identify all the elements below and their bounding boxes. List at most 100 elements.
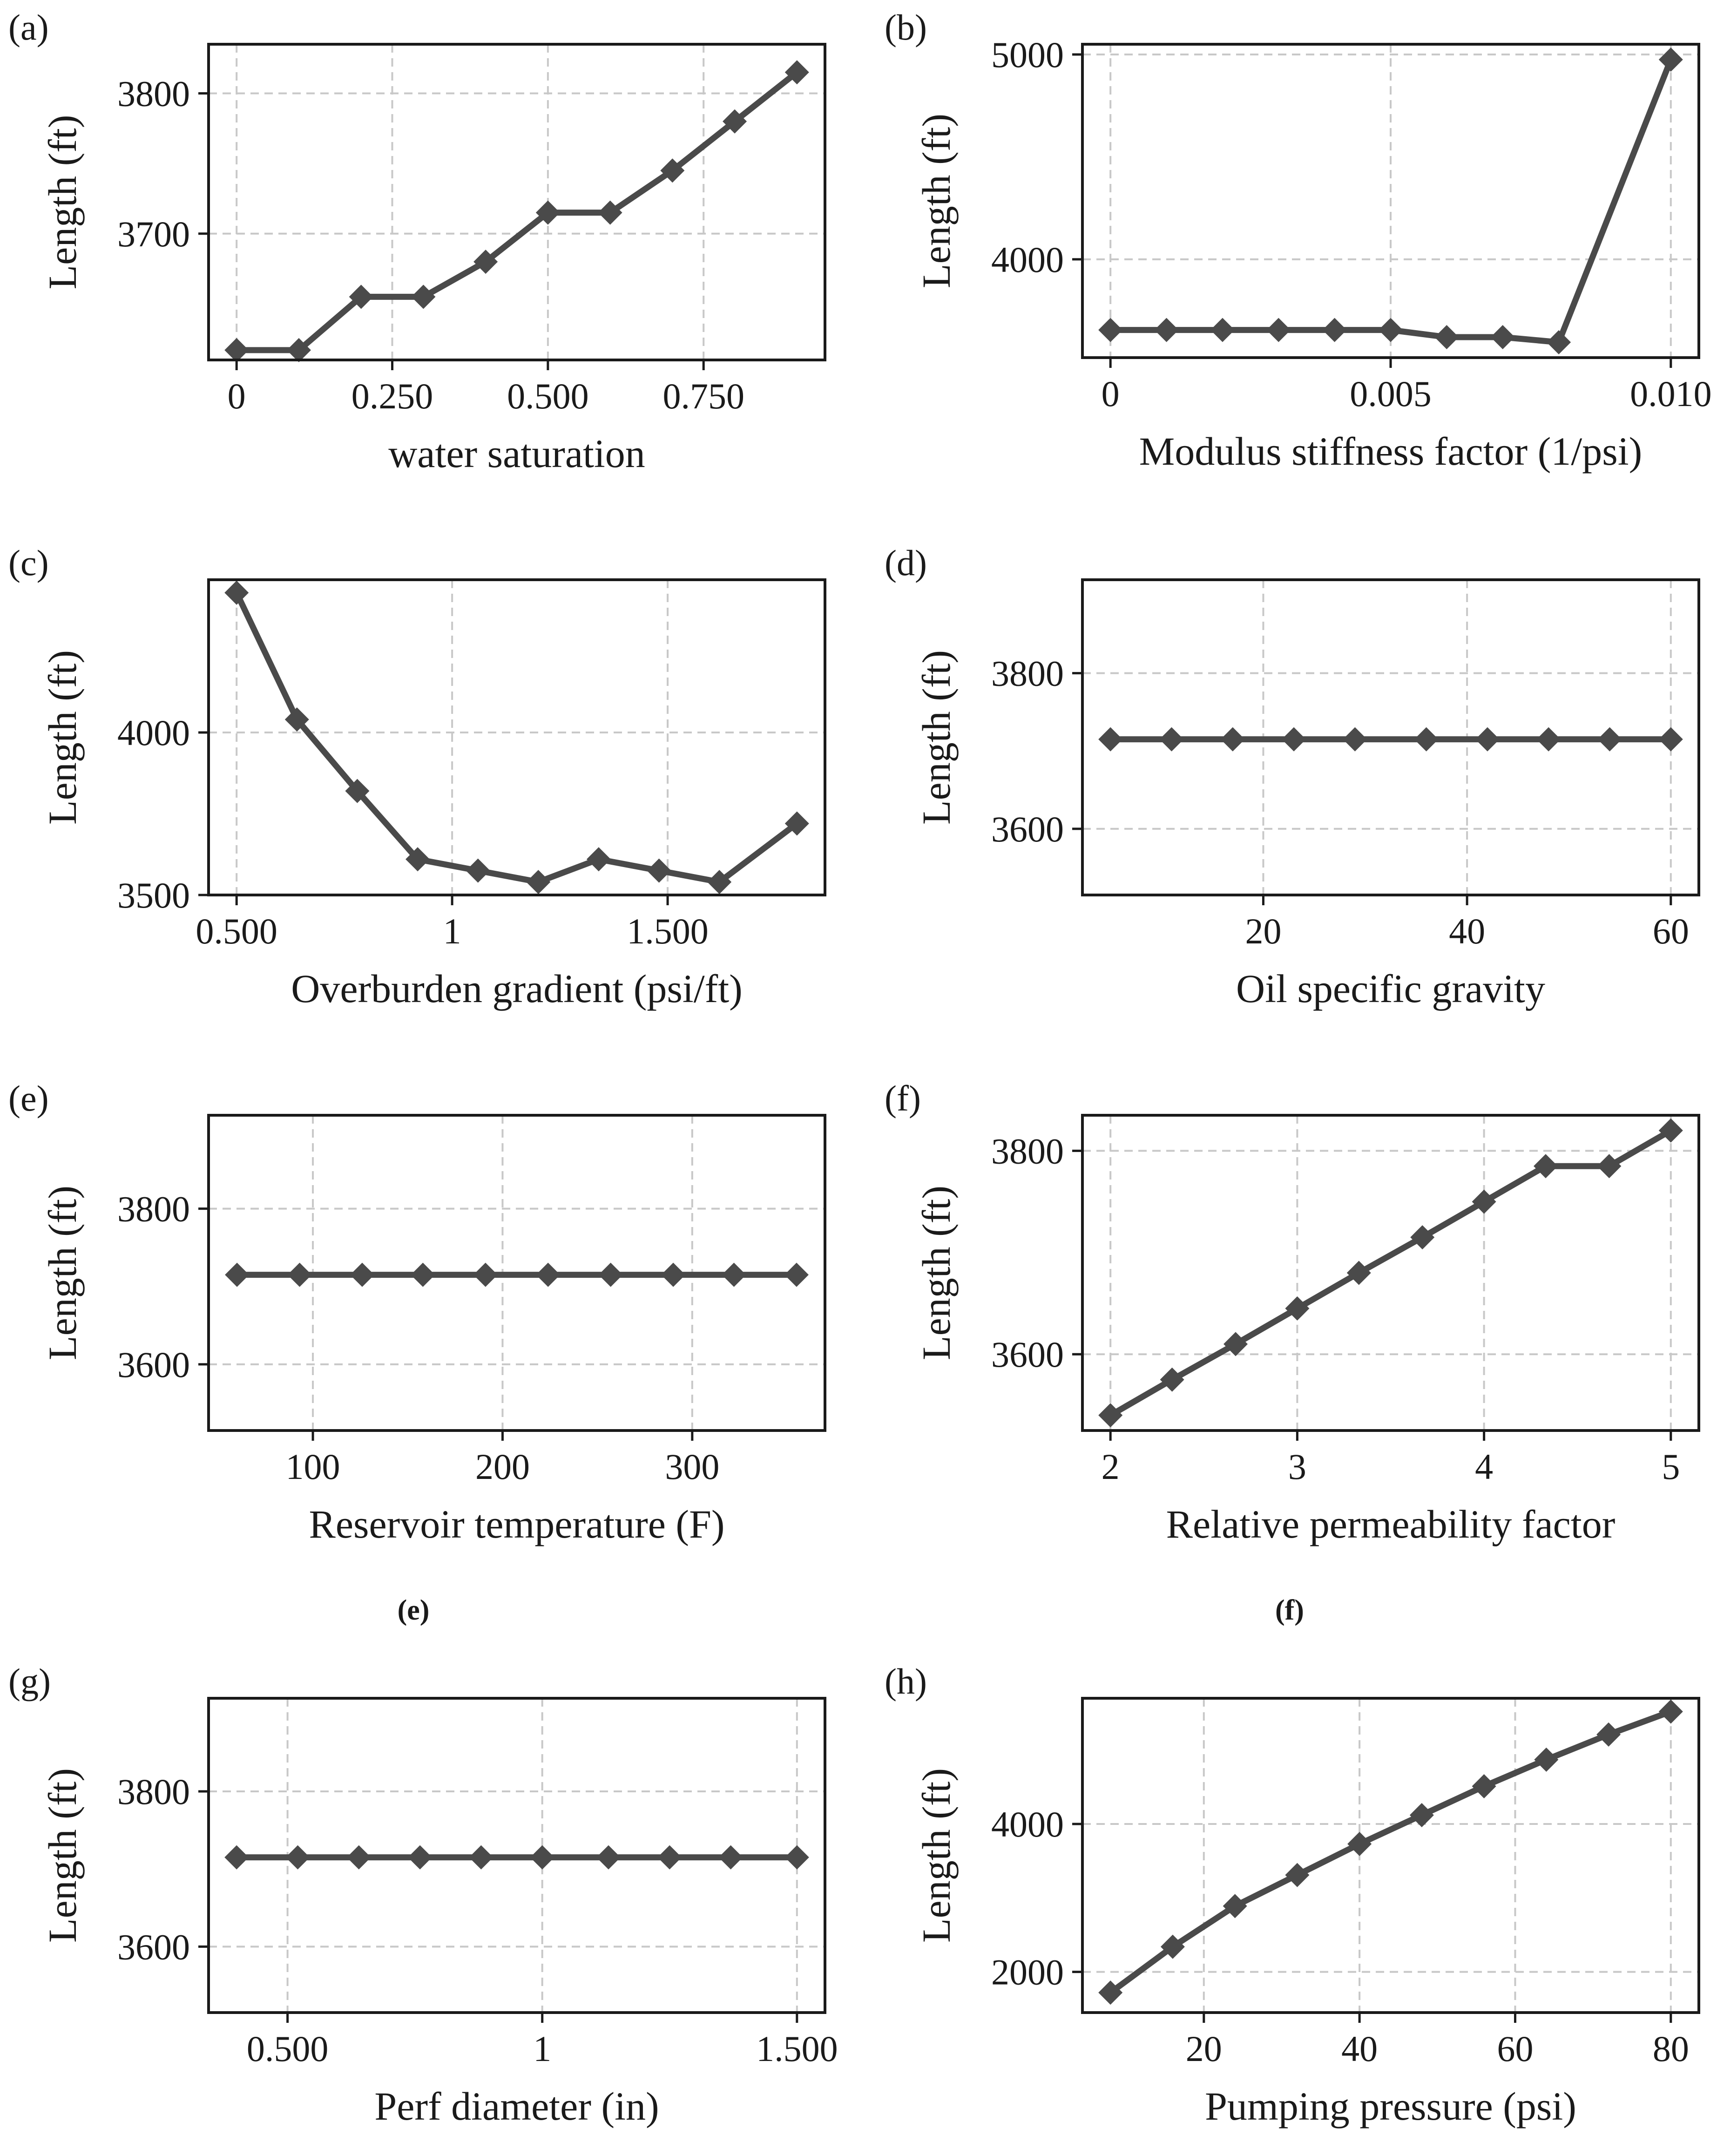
data-point-marker: [473, 1262, 498, 1287]
x-tick-label: 0.500: [507, 376, 589, 416]
x-tick-label: 60: [1497, 2028, 1533, 2069]
y-tick-label: 4000: [991, 239, 1064, 280]
x-tick-label: 20: [1245, 911, 1281, 951]
data-point-marker: [784, 1845, 809, 1870]
y-tick-label: 3500: [117, 875, 190, 915]
data-point-marker: [596, 1845, 621, 1870]
data-point-marker: [224, 338, 249, 362]
data-point-marker: [1410, 1225, 1435, 1250]
x-tick-label: 0: [1102, 373, 1120, 414]
data-point-marker: [784, 1262, 809, 1287]
x-tick-label: 4: [1475, 1446, 1493, 1487]
panel-label: (f): [885, 1078, 921, 1119]
x-axis-label: Oil specific gravity: [1236, 966, 1545, 1011]
data-point-marker: [408, 1845, 433, 1870]
x-axis-label: Perf diameter (in): [374, 2084, 659, 2129]
data-point-marker: [1160, 1367, 1184, 1392]
data-point-marker: [657, 1845, 682, 1870]
data-point-marker: [1379, 318, 1403, 342]
x-tick-label: 0.005: [1350, 373, 1432, 414]
data-point-marker: [707, 870, 732, 895]
x-tick-label: 1.500: [627, 911, 709, 951]
data-point-marker: [1409, 1803, 1434, 1827]
data-point-marker: [349, 285, 373, 309]
y-tick-label: 3600: [991, 809, 1064, 849]
subplot: 2 3 4 5 3600 3800 Relative permeability factor…: [885, 1078, 1700, 1546]
y-axis-label: Length (ft): [914, 1768, 959, 1943]
data-point-marker: [1282, 727, 1306, 752]
data-point-marker: [1658, 1699, 1683, 1724]
subplot: 20 40 60 80 2000 4000 Pumping pressure (psi) Le…: [885, 1661, 1700, 2129]
y-tick-label: 3800: [991, 1131, 1064, 1171]
data-point-marker: [284, 707, 309, 732]
y-axis-label: Length (ft): [40, 1768, 85, 1943]
panel-label: (h): [885, 1661, 927, 1702]
data-point-marker: [647, 858, 671, 883]
x-tick-label: 40: [1341, 2028, 1378, 2069]
data-point-marker: [784, 811, 809, 836]
x-tick-label: 1.500: [756, 2028, 838, 2069]
caption-f: (f): [1275, 1594, 1304, 1626]
panel-label: (d): [885, 542, 927, 583]
panel-label: (b): [885, 7, 927, 47]
y-axis-label: Length (ft): [914, 114, 959, 288]
data-point-marker: [1346, 1261, 1371, 1285]
data-point-marker: [411, 1262, 435, 1287]
data-point-marker: [723, 109, 747, 134]
data-point-marker: [535, 200, 560, 225]
data-point-marker: [466, 858, 490, 883]
data-point-marker: [1223, 1894, 1247, 1919]
data-point-marker: [285, 1845, 310, 1870]
data-point-marker: [598, 1262, 623, 1287]
subplot: 0.500 1 1.500 3600 3800 Perf diameter (in) Len…: [8, 1661, 838, 2129]
x-tick-label: 0: [228, 376, 246, 416]
y-tick-label: 3600: [117, 1344, 190, 1385]
data-point-marker: [224, 580, 249, 605]
series-line: [1107, 1127, 1674, 1418]
data-point-marker: [287, 1262, 312, 1287]
data-point-marker: [1475, 727, 1500, 752]
data-point-marker: [718, 1845, 743, 1870]
x-tick-label: 0.010: [1630, 373, 1712, 414]
data-point-marker: [1322, 318, 1347, 342]
panel-label: (g): [8, 1661, 51, 1702]
data-point-marker: [598, 200, 622, 225]
panel-label: (c): [8, 542, 49, 583]
data-point-marker: [1098, 1980, 1123, 2005]
axes-frame: [207, 43, 826, 361]
y-axis-label: Length (ft): [914, 1186, 959, 1360]
y-tick-label: 4000: [991, 1804, 1064, 1844]
axes-frame: [1081, 1114, 1700, 1432]
x-axis-label: Overburden gradient (psi/ft): [291, 966, 743, 1011]
axes-frame: [207, 1697, 826, 2014]
series-line: [1107, 56, 1674, 346]
data-point-marker: [722, 1262, 746, 1287]
x-axis-label: water saturation: [388, 431, 645, 476]
panel-label: (e): [8, 1078, 49, 1119]
data-point-marker: [1347, 1831, 1372, 1856]
data-point-marker: [526, 870, 551, 895]
subfigure-captions: (e) (f): [398, 1594, 1304, 1626]
data-point-marker: [1434, 325, 1459, 350]
data-point-marker: [661, 1262, 686, 1287]
x-tick-label: 40: [1449, 911, 1485, 951]
x-tick-label: 0.500: [196, 911, 277, 951]
y-axis-label: Length (ft): [914, 650, 959, 825]
axes-frame: [1081, 1697, 1700, 2014]
data-point-marker: [660, 158, 685, 183]
data-point-marker: [473, 250, 498, 274]
x-tick-label: 0.250: [352, 376, 433, 416]
y-tick-label: 3700: [117, 214, 190, 254]
data-point-marker: [1658, 47, 1683, 72]
data-point-marker: [1597, 727, 1622, 752]
data-point-marker: [1266, 318, 1291, 342]
x-tick-label: 3: [1288, 1446, 1306, 1487]
data-point-marker: [286, 338, 311, 362]
data-point-marker: [224, 1845, 249, 1870]
y-tick-label: 3800: [117, 1771, 190, 1812]
x-tick-label: 1: [443, 911, 461, 951]
data-point-marker: [1098, 1403, 1123, 1428]
x-tick-label: 2: [1102, 1446, 1120, 1487]
x-axis-label: Reservoir temperature (F): [309, 1502, 724, 1546]
